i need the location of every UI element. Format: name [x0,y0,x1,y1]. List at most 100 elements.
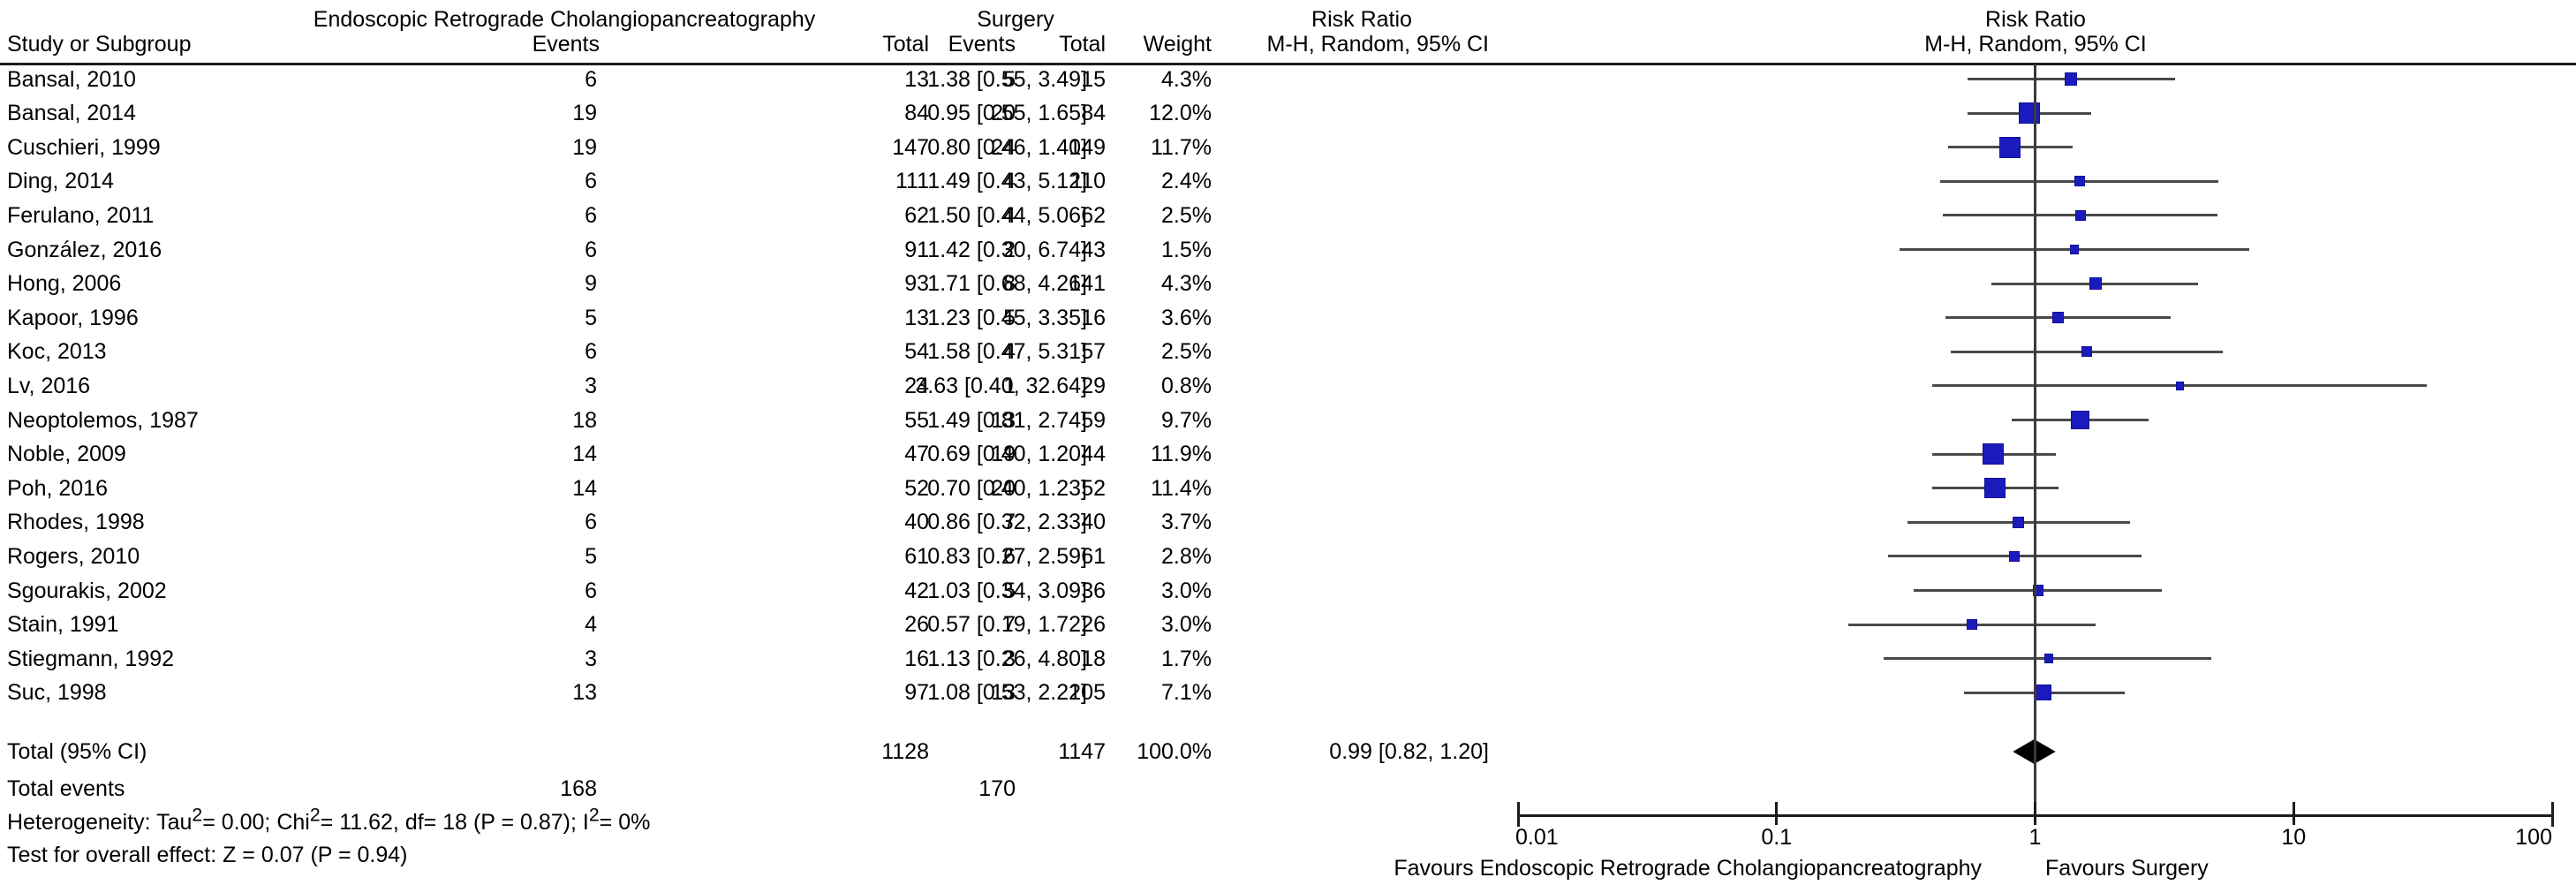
point-estimate-square [2036,685,2052,701]
total-surgery-cell: 84 [1081,101,1106,126]
total-surgery-cell: 62 [1081,202,1106,228]
weight-cell: 2.5% [1161,202,1212,228]
point-estimate-square [1983,443,2005,465]
total-ercp-cell: 61 [904,543,929,569]
total-surgery-cell: 141 [1069,271,1106,297]
risk-ratio-ci-cell: 1.50 [0.44, 5.06] [927,202,1087,228]
total-row-ci: 0.99 [0.82, 1.20] [1329,739,1489,764]
point-estimate-square [2175,382,2185,390]
risk-ratio-ci-cell: 1.71 [0.68, 4.26] [927,271,1087,297]
point-estimate-square [2081,346,2092,358]
total-surgery-cell: 59 [1081,407,1106,433]
col-header-events-ercp: Events [532,32,600,57]
total-events-surgery: 170 [978,776,1016,801]
total-ercp-cell: 91 [904,237,929,262]
total-ercp-cell: 147 [892,134,929,160]
overall-effect-line: Test for overall effect: Z = 0.07 (P = 0… [7,843,408,867]
x-axis-tick-label: 10 [2281,825,2307,850]
total-ercp-cell: 54 [904,339,929,365]
events-ercp-cell: 3 [585,646,597,671]
x-axis-tick [2034,802,2036,825]
point-estimate-square [2008,550,2020,562]
total-ercp-cell: 62 [904,202,929,228]
events-ercp-cell: 6 [585,578,597,603]
header-divider-line [0,63,2576,65]
events-surgery-cell: 13 [991,407,1016,433]
total-row-total-surgery: 1147 [1058,739,1106,764]
events-surgery-cell: 5 [1003,66,1016,92]
total-surgery-cell: 40 [1081,510,1106,535]
events-surgery-cell: 7 [1003,510,1016,535]
total-surgery-cell: 149 [1069,134,1106,160]
events-surgery-cell: 4 [1003,202,1016,228]
weight-cell: 1.7% [1161,646,1212,671]
events-ercp-cell: 9 [585,271,597,297]
study-label: González, 2016 [7,237,162,262]
events-surgery-cell: 3 [1003,646,1016,671]
weight-cell: 7.1% [1161,680,1212,706]
risk-ratio-ci-cell: 0.83 [0.27, 2.59] [927,543,1087,569]
study-label: Bansal, 2010 [7,66,136,92]
weight-cell: 3.0% [1161,612,1212,638]
study-label: Ding, 2014 [7,169,114,194]
risk-ratio-ci-cell: 0.95 [0.55, 1.65] [927,101,1087,126]
risk-ratio-ci-cell: 3.63 [0.40, 32.64] [915,373,1087,398]
point-estimate-square [1966,618,1978,631]
total-row-label: Total (95% CI) [7,739,147,764]
events-ercp-cell: 6 [585,510,597,535]
study-label: Rhodes, 1998 [7,510,145,535]
point-estimate-square [2043,654,2054,664]
x-axis-tick [1775,802,1779,825]
total-ercp-cell: 97 [904,680,929,706]
point-estimate-square [1999,136,2021,158]
point-estimate-square [2074,176,2085,187]
total-ercp-cell: 13 [904,305,929,330]
events-surgery-cell: 2 [1003,237,1016,262]
total-surgery-cell: 52 [1081,475,1106,501]
total-surgery-cell: 16 [1081,305,1106,330]
total-surgery-cell: 15 [1081,66,1106,92]
risk-ratio-ci-cell: 1.49 [0.81, 2.74] [927,407,1087,433]
risk-ratio-ci-cell: 0.70 [0.40, 1.23] [927,475,1087,501]
point-estimate-square [2070,410,2089,430]
x-axis-tick-label: 0.01 [1515,825,1559,850]
favours-left-label: Favours Endoscopic Retrograde Cholangiop… [1394,856,1982,881]
col-header-mh-ci-text: M-H, Random, 95% CI [1266,32,1489,57]
study-label: Neoptolemos, 1987 [7,407,199,433]
study-label: Poh, 2016 [7,475,108,501]
study-label: Ferulano, 2011 [7,202,155,228]
risk-ratio-ci-cell: 1.38 [0.55, 3.49] [927,66,1087,92]
study-label: Koc, 2013 [7,339,107,365]
total-ercp-cell: 93 [904,271,929,297]
x-axis-tick-label: 1 [2028,825,2042,850]
weight-cell: 11.9% [1150,442,1212,467]
total-surgery-cell: 61 [1081,543,1106,569]
risk-ratio-ci-cell: 1.42 [0.30, 6.74] [927,237,1087,262]
group-header-surgery: Surgery [977,7,1054,32]
events-surgery-cell: 1 [1003,373,1016,398]
events-ercp-cell: 14 [572,442,597,467]
total-events-ercp: 168 [560,776,597,801]
weight-cell: 2.4% [1161,169,1212,194]
total-ercp-cell: 13 [904,66,929,92]
weight-cell: 4.3% [1161,66,1212,92]
total-surgery-cell: 57 [1081,339,1106,365]
events-ercp-cell: 19 [572,134,597,160]
x-axis-tick [2292,802,2295,825]
total-ercp-cell: 52 [904,475,929,501]
events-ercp-cell: 6 [585,339,597,365]
events-surgery-cell: 7 [1003,612,1016,638]
point-estimate-square [2033,585,2044,596]
total-ercp-cell: 111 [895,169,929,194]
total-ercp-cell: 24 [904,373,929,398]
total-ercp-cell: 40 [904,510,929,535]
point-estimate-square [2075,210,2086,221]
weight-cell: 0.8% [1161,373,1212,398]
heterogeneity-line: Heterogeneity: Tau2= 0.00; Chi2= 11.62, … [7,804,651,835]
study-label: Kapoor, 1996 [7,305,139,330]
events-ercp-cell: 5 [585,305,597,330]
point-estimate-square [2065,72,2078,86]
events-surgery-cell: 8 [1003,271,1016,297]
events-surgery-cell: 20 [991,101,1016,126]
